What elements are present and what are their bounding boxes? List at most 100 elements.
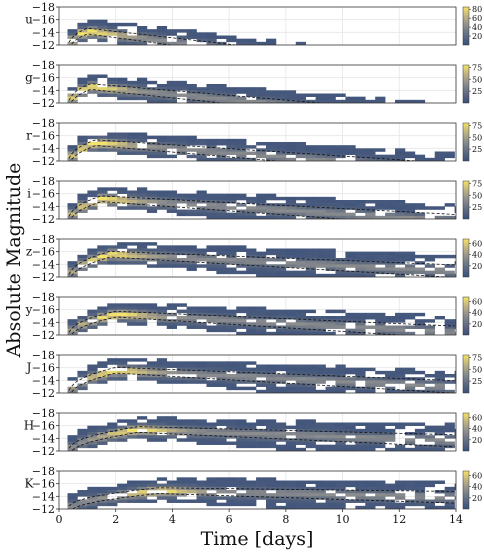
hist-cell (186, 90, 197, 94)
hist-cell (325, 422, 336, 426)
hist-cell (325, 386, 336, 391)
hist-cell (67, 157, 78, 161)
hist-cell (375, 322, 386, 326)
hist-cell (226, 325, 237, 329)
hist-cell (97, 196, 108, 201)
hist-cell (266, 157, 277, 161)
hist-cell (176, 29, 187, 33)
hist-cell (355, 370, 366, 375)
hist-cell (246, 309, 257, 314)
hist-cell (246, 251, 257, 256)
hist-cell (385, 377, 396, 381)
hist-cell (196, 258, 207, 262)
hist-cell (186, 254, 197, 259)
hist-cell (146, 480, 158, 484)
hist-cell (414, 370, 426, 375)
hist-cell (166, 87, 177, 91)
hist-cell (365, 502, 376, 507)
hist-cell (186, 35, 197, 39)
hist-cell (186, 309, 197, 314)
hist-cell (236, 90, 247, 94)
hist-cell (335, 483, 346, 488)
hist-cell (226, 477, 237, 481)
panel-frame (58, 64, 457, 104)
hist-cell (395, 215, 406, 219)
hist-cell (266, 432, 277, 436)
hist-cell (275, 157, 287, 161)
hist-cell (226, 96, 237, 101)
hist-cell (226, 35, 237, 39)
hist-cell (226, 496, 237, 500)
hist-cell (266, 502, 277, 507)
hist-cell (285, 438, 297, 442)
hist-cell (266, 209, 277, 213)
hist-cell (77, 438, 88, 442)
hist-cell (226, 480, 237, 484)
hist-cell (156, 416, 168, 420)
hist-cell (156, 264, 168, 268)
hist-cell (216, 209, 227, 213)
hist-cell (107, 187, 118, 191)
hist-cell (275, 209, 287, 213)
hist-cell (206, 148, 217, 152)
hist-cell (206, 38, 217, 43)
hist-cell (156, 380, 168, 384)
hist-cell (305, 377, 316, 381)
hist-cell (206, 145, 217, 149)
hist-cell (275, 483, 287, 488)
hist-cell (216, 364, 227, 368)
hist-cell (256, 273, 267, 277)
hist-cell (136, 196, 148, 201)
hist-cell (315, 367, 326, 372)
hist-cell (117, 438, 128, 442)
hist-cell (236, 367, 247, 372)
hist-cell (107, 29, 118, 33)
hist-cell (146, 32, 158, 36)
hist-cell (77, 432, 88, 436)
hist-cell (434, 316, 445, 320)
hist-cell (186, 251, 197, 256)
hist-cell (186, 322, 197, 326)
hist-cell (434, 270, 445, 275)
hist-cell (355, 99, 366, 103)
hist-cell (246, 90, 257, 94)
hist-cell (266, 477, 277, 481)
hist-cell (295, 486, 307, 491)
hist-cell (355, 447, 366, 451)
hist-cell (335, 389, 346, 393)
colorbar-tick-label: 60 (472, 413, 482, 422)
hist-cell (77, 499, 88, 503)
hist-cell (166, 145, 177, 149)
hist-cell (256, 322, 267, 326)
hist-cell (454, 435, 456, 439)
hist-cell (117, 245, 128, 249)
hist-cell (107, 254, 118, 259)
hist-cell (196, 364, 207, 368)
hist-cell (127, 428, 138, 433)
hist-cell (375, 493, 386, 497)
hist-cell (186, 142, 197, 146)
hist-cell (176, 87, 187, 91)
hist-cell (216, 319, 227, 323)
hist-cell (355, 203, 366, 207)
hist-cell (375, 200, 386, 204)
hist-cell (226, 432, 237, 436)
hist-cell (136, 309, 148, 314)
hist-cell (117, 84, 128, 88)
hist-cell (236, 477, 247, 481)
hist-cell (256, 367, 267, 372)
hist-cell (226, 90, 237, 94)
hist-cell (127, 499, 138, 503)
hist-cell (424, 258, 436, 262)
hist-cell (335, 200, 346, 204)
x-tick-label: 8 (282, 513, 289, 526)
hist-cell (107, 132, 118, 136)
hist-cell (226, 425, 237, 430)
hist-cell (226, 261, 237, 265)
hist-cell (87, 80, 98, 85)
hist-cell (275, 438, 287, 442)
hist-cell (315, 248, 326, 252)
hist-cell (365, 428, 376, 433)
